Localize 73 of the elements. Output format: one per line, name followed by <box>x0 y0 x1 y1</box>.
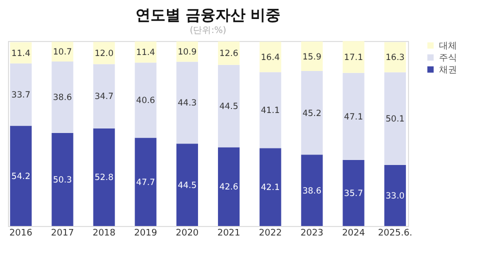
bar <box>134 138 156 226</box>
bar <box>260 72 282 148</box>
bar <box>384 72 406 165</box>
data-label: 52.8 <box>94 173 114 184</box>
data-label: 44.5 <box>219 102 238 112</box>
x-tick-label: 2024 <box>342 228 366 238</box>
bar <box>260 42 282 72</box>
x-tick-label: 2017 <box>51 228 74 238</box>
bar <box>176 144 198 226</box>
data-label: 33.7 <box>11 90 30 101</box>
bar <box>384 164 406 226</box>
data-label: 42.6 <box>219 182 238 193</box>
bar <box>10 126 32 226</box>
bar <box>301 154 323 226</box>
bar <box>342 72 364 160</box>
data-label: 10.7 <box>53 48 72 58</box>
bar <box>93 42 115 64</box>
data-label: 44.3 <box>178 98 197 109</box>
x-tick-label: 2023 <box>300 228 324 238</box>
data-label: 50.3 <box>53 175 72 186</box>
data-label: 11.4 <box>11 48 30 59</box>
text: (단위:%) <box>190 26 226 36</box>
data-label: 12.0 <box>94 49 114 60</box>
bar <box>52 132 74 226</box>
data-label: 34.7 <box>94 92 114 102</box>
bar <box>260 148 282 226</box>
x-tick-label: 2016 <box>9 228 33 238</box>
data-label: 47.7 <box>136 178 156 188</box>
data-label: 42.1 <box>260 183 280 194</box>
legend-label: 채권 <box>439 66 457 76</box>
x-tick-label: 2018 <box>92 228 116 238</box>
data-label: 50.1 <box>386 114 405 125</box>
data-label: 10.9 <box>178 48 197 58</box>
data-label: 44.5 <box>178 180 197 191</box>
bar <box>301 70 323 155</box>
bar <box>342 41 364 73</box>
data-label: 54.2 <box>11 172 30 182</box>
bar <box>52 62 74 133</box>
bar <box>176 62 198 144</box>
data-label: 33.0 <box>386 191 405 202</box>
bar <box>134 42 156 63</box>
bar <box>218 64 240 148</box>
data-label: 15.9 <box>302 52 322 62</box>
bar <box>218 147 240 226</box>
data-label: 38.6 <box>302 186 322 196</box>
data-label: 35.7 <box>344 188 363 199</box>
data-label: 38.6 <box>53 93 72 104</box>
bar <box>10 63 32 126</box>
bar <box>52 42 74 62</box>
x-tick-label: 2021 <box>217 228 240 238</box>
x-tick-label: 2022 <box>258 228 282 238</box>
data-label: 12.6 <box>219 49 238 60</box>
data-label: 47.1 <box>344 112 363 122</box>
data-label: 11.4 <box>136 48 156 58</box>
legend-label: 주식 <box>439 54 457 64</box>
data-label: 16.3 <box>386 53 405 64</box>
x-tick-label: 2025.6. <box>378 228 412 238</box>
bar <box>218 42 240 65</box>
bar <box>134 62 156 138</box>
bar <box>301 42 323 71</box>
legend-label: 대체 <box>439 42 457 52</box>
chart-title: 연도별 금융자산 비중 <box>135 6 281 24</box>
data-label: 45.2 <box>302 108 322 119</box>
data-label: 17.1 <box>344 53 363 64</box>
x-tick-label: 2019 <box>134 228 158 238</box>
x-tick-label: 2020 <box>176 228 199 238</box>
data-label: 16.4 <box>260 52 280 63</box>
bar <box>384 42 406 72</box>
bar <box>342 160 364 226</box>
bar <box>93 64 115 128</box>
data-label: 41.1 <box>260 106 280 116</box>
bar <box>93 128 115 226</box>
data-label: 40.6 <box>136 96 156 106</box>
